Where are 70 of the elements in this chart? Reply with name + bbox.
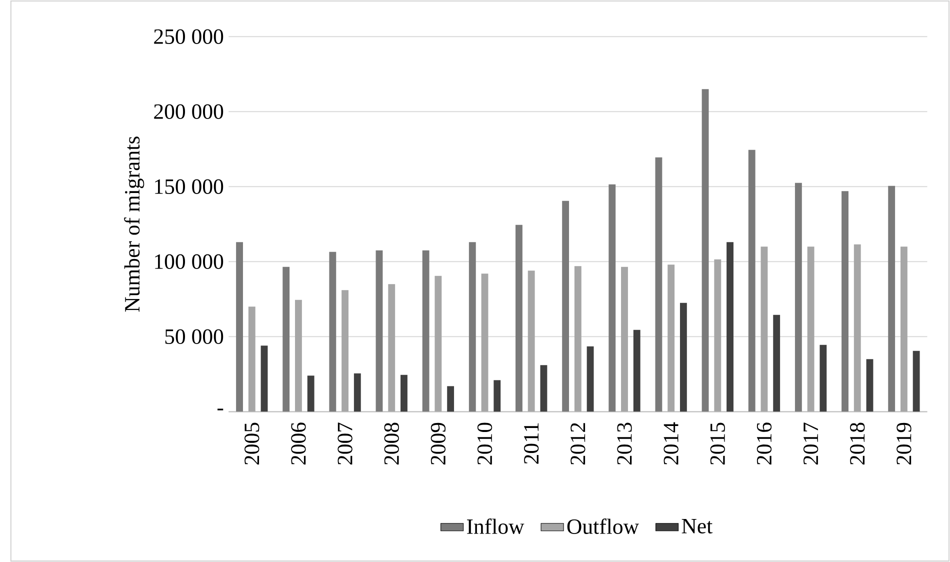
bar [773, 314, 780, 412]
bar [794, 182, 802, 412]
y-tick-label: 250 000 [154, 29, 224, 44]
x-tick-label: 2013 [617, 422, 632, 465]
bar [807, 246, 814, 412]
bar [236, 242, 243, 412]
bar [760, 246, 768, 412]
bar [434, 276, 442, 412]
bar [295, 300, 302, 412]
x-tick-label: 2012 [570, 423, 586, 465]
x-tick-label: 2019 [896, 422, 912, 465]
x-tick-label: 2008 [384, 422, 399, 465]
bar [516, 224, 522, 412]
x-tick-label: 2015 [710, 422, 725, 465]
x-tick-label: 2007 [338, 422, 352, 465]
bar [260, 346, 268, 412]
bar [748, 150, 756, 412]
x-tick-label: 2017 [803, 422, 818, 465]
bar [680, 302, 687, 412]
bar [668, 264, 675, 412]
bar [842, 191, 848, 412]
x-tick-label: 2014 [664, 422, 678, 465]
bar [854, 244, 861, 412]
bar [714, 259, 722, 412]
bar [388, 284, 396, 412]
bar [354, 373, 361, 412]
bar [655, 157, 662, 412]
bar [307, 376, 314, 412]
bar [481, 274, 488, 412]
bar [528, 270, 535, 412]
y-tick-label: 100 000 [155, 254, 224, 269]
legend-label: Net [682, 518, 713, 534]
bar [342, 290, 349, 412]
y-tick-label: 200 000 [154, 104, 224, 119]
bar [820, 344, 827, 412]
bar [468, 242, 476, 412]
bar [726, 242, 734, 412]
bar [494, 380, 501, 412]
y-tick-label: 50 000 [165, 329, 224, 344]
bar [912, 350, 920, 412]
bar [376, 250, 383, 412]
bar [621, 266, 628, 412]
bar [866, 359, 874, 412]
bar [282, 266, 290, 412]
bar [540, 365, 548, 412]
x-tick-label: 2018 [850, 422, 865, 465]
bar [888, 186, 896, 412]
x-tick-label: 2016 [756, 422, 772, 465]
bar [329, 252, 336, 412]
x-tick-label: 2009 [430, 422, 446, 465]
bar [900, 246, 908, 412]
bar [586, 346, 594, 412]
bar [422, 250, 430, 412]
bar [574, 266, 582, 412]
x-tick-label: 2011 [524, 423, 539, 464]
y-tick-label: - [217, 408, 224, 410]
bar [400, 374, 408, 412]
legend-label: Inflow [467, 518, 524, 534]
bar [248, 306, 256, 412]
y-tick-label: 150 000 [155, 179, 224, 194]
bar [608, 184, 616, 412]
bar [702, 89, 709, 412]
bar [447, 386, 454, 412]
x-tick-label: 2006 [291, 422, 306, 465]
bar [562, 200, 570, 412]
legend-label: Outflow [567, 518, 639, 534]
x-tick-label: 2005 [244, 422, 260, 465]
y-axis-title: Number of migrants [124, 136, 144, 312]
bar [633, 330, 640, 412]
x-tick-label: 2010 [477, 422, 492, 465]
